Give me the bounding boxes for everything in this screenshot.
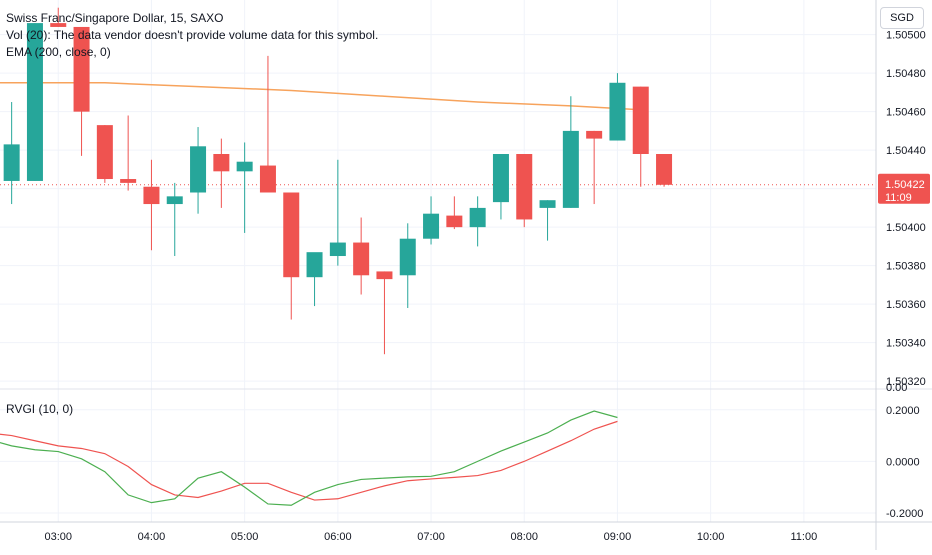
price-axis-tick-label: 1.50500 [886,30,926,42]
symbol-title[interactable]: Swiss Franc/Singapore Dollar, 15, SAXO [6,11,224,25]
time-axis-tick-label: 03:00 [44,531,72,543]
rvgi-layer [0,410,618,506]
candle-body [562,130,579,208]
price-axis-tick-label: 1.50440 [886,145,926,157]
time-axis-tick-label: 07:00 [417,531,445,543]
price-axis-tick-label: 1.50400 [886,222,926,234]
price-axis-tick-label: 1.50460 [886,107,926,119]
currency-button[interactable]: SGD [880,7,924,29]
time-axis-tick-label: 11:00 [790,531,817,543]
candle-body [446,215,463,228]
ema-line [0,82,641,111]
ema-layer [0,82,641,111]
candle-body [96,125,113,180]
candle-body [329,242,346,257]
candle-body [539,200,556,208]
candle-body [306,252,323,278]
time-axis-tick-label: 06:00 [324,531,352,543]
candle-body [516,154,533,220]
candle-body [399,238,416,276]
time-axis-tick-label: 08:00 [510,531,538,543]
rvgi-signal-line [0,420,618,501]
candle-body [259,165,276,193]
time-axis-tick-label: 04:00 [138,531,166,543]
rvgi-axis-tick-label: -0.2000 [886,508,923,520]
pane-divider-label: 0.00 [886,382,907,394]
candle-body [632,86,649,154]
rvgi-axis-tick-label: 0.0000 [886,456,920,468]
candle-body [50,23,67,27]
time-axis-tick-label: 10:00 [697,531,725,543]
candle-body [120,179,137,183]
price-axis-tick-label: 1.50320 [886,376,926,388]
rvgi-axis-tick-label: 0.2000 [886,405,920,417]
candle-body [469,207,486,228]
last-price-value: 1.50422 [885,179,925,191]
candle-body [376,271,393,280]
volume-note: Vol (20): The data vendor doesn't provid… [6,28,379,42]
time-axis-tick-label: 05:00 [231,531,259,543]
candle-body [283,192,300,278]
time-axis-tick-label: 09:00 [604,531,632,543]
rvgi-main-line [0,410,618,506]
price-axis-tick-label: 1.50380 [886,261,926,273]
candle-body [143,186,160,205]
candle-body [353,242,370,276]
price-axis-tick-label: 1.50340 [886,338,926,350]
candle-body [423,213,440,239]
last-price-badge [878,173,930,204]
candle-body [236,161,253,172]
price-axis-tick-label: 1.50360 [886,299,926,311]
rvgi-legend[interactable]: RVGI (10, 0) [6,402,74,416]
candle-body [492,154,509,203]
candle-body [26,23,43,181]
candle-body [609,82,626,141]
grid-layer [0,0,932,522]
candle-body [656,154,673,185]
candle-body [190,146,207,193]
candle-body [213,154,230,172]
candle-body [586,130,603,139]
bar-countdown: 11:09 [885,192,912,204]
candle-body [3,144,20,181]
candle-body [73,26,90,112]
ema-legend[interactable]: EMA (200, close, 0) [6,45,111,59]
price-axis-tick-label: 1.50480 [886,68,926,80]
candle-body [166,196,183,205]
candle-layer [3,7,673,355]
